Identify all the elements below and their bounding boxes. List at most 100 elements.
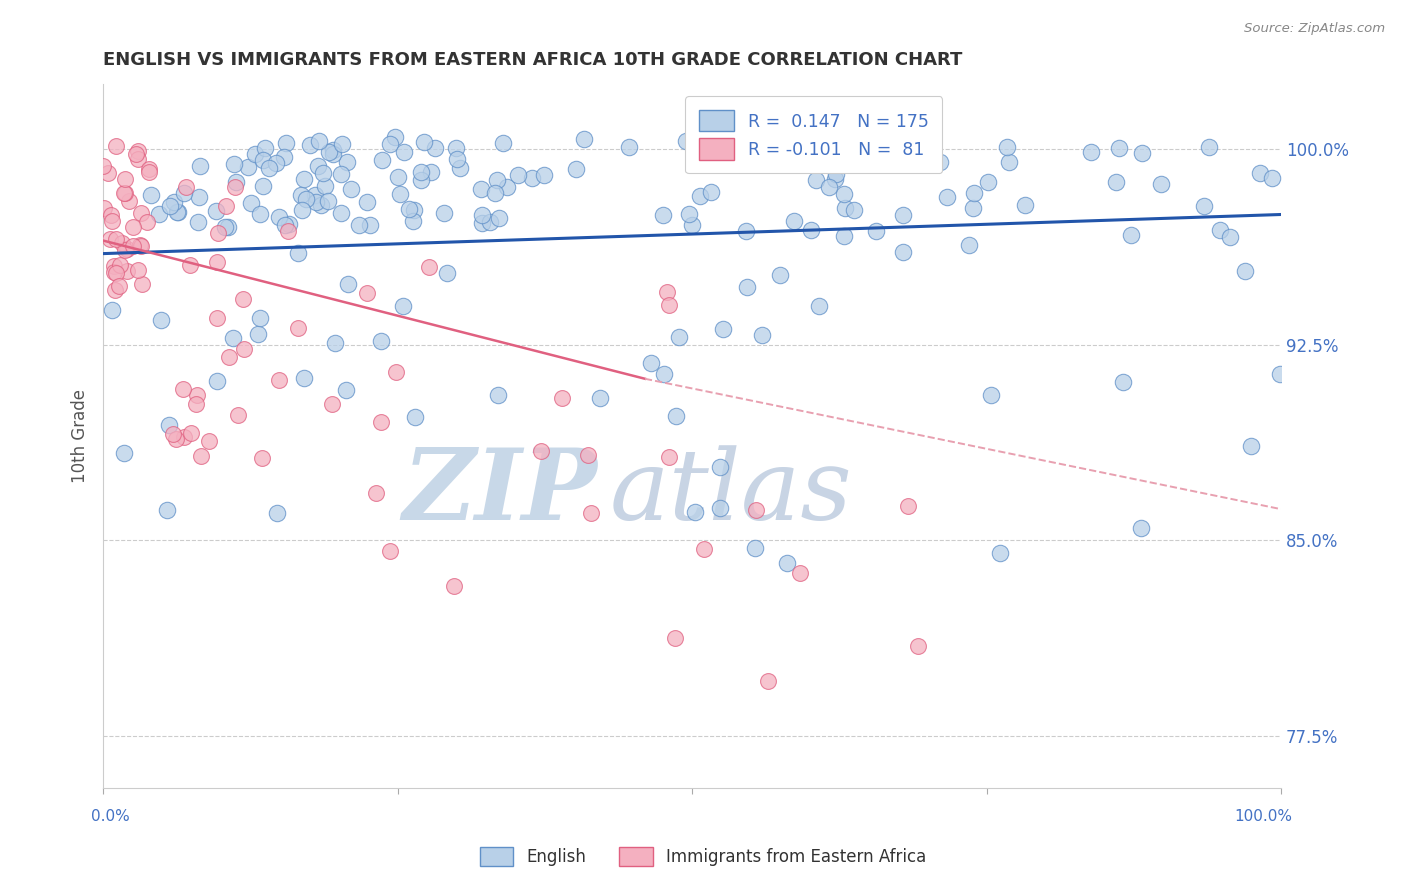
- Point: [391, 299, 413, 313]
- Point: [530, 444, 553, 458]
- Point: [129, 206, 152, 220]
- Legend: English, Immigrants from Eastern Africa: English, Immigrants from Eastern Africa: [471, 838, 935, 875]
- Point: [751, 328, 773, 343]
- Point: [990, 546, 1012, 560]
- Point: [112, 446, 135, 460]
- Point: [318, 145, 340, 159]
- Point: [267, 372, 290, 386]
- Point: [891, 208, 914, 222]
- Point: [276, 136, 298, 150]
- Point: [114, 172, 136, 186]
- Point: [173, 430, 195, 444]
- Point: [1219, 230, 1241, 244]
- Point: [804, 173, 827, 187]
- Point: [572, 132, 595, 146]
- Point: [214, 219, 236, 234]
- Point: [273, 150, 295, 164]
- Point: [226, 408, 249, 422]
- Text: atlas: atlas: [610, 445, 852, 540]
- Point: [398, 202, 420, 216]
- Point: [269, 210, 291, 224]
- Point: [1233, 264, 1256, 278]
- Point: [533, 168, 555, 182]
- Point: [446, 152, 468, 166]
- Point: [238, 160, 260, 174]
- Point: [252, 153, 274, 167]
- Point: [188, 159, 211, 173]
- Point: [689, 189, 711, 203]
- Point: [995, 140, 1018, 154]
- Point: [138, 161, 160, 176]
- Point: [105, 266, 128, 280]
- Point: [114, 186, 136, 200]
- Point: [215, 199, 238, 213]
- Point: [565, 162, 588, 177]
- Point: [314, 178, 336, 193]
- Point: [325, 335, 347, 350]
- Point: [122, 239, 145, 253]
- Point: [745, 503, 768, 517]
- Point: [108, 258, 131, 272]
- Point: [370, 334, 392, 348]
- Point: [832, 229, 855, 244]
- Point: [207, 255, 229, 269]
- Point: [339, 181, 361, 195]
- Point: [1014, 198, 1036, 212]
- Point: [579, 506, 602, 520]
- Point: [380, 137, 402, 152]
- Point: [225, 175, 247, 189]
- Point: [322, 144, 344, 158]
- Point: [122, 219, 145, 234]
- Point: [149, 312, 172, 326]
- Point: [479, 215, 502, 229]
- Point: [655, 285, 678, 299]
- Point: [491, 136, 513, 151]
- Point: [249, 207, 271, 221]
- Point: [681, 219, 703, 233]
- Point: [335, 383, 357, 397]
- Point: [980, 388, 1002, 402]
- Point: [402, 214, 425, 228]
- Point: [250, 451, 273, 466]
- Point: [198, 434, 221, 448]
- Point: [336, 154, 359, 169]
- Point: [411, 165, 433, 179]
- Point: [105, 139, 128, 153]
- Point: [685, 505, 707, 519]
- Point: [807, 299, 830, 313]
- Point: [104, 283, 127, 297]
- Point: [404, 202, 426, 217]
- Point: [668, 330, 690, 344]
- Point: [394, 145, 416, 159]
- Point: [387, 170, 409, 185]
- Legend: R =  0.147   N = 175, R = -0.101   N =  81: R = 0.147 N = 175, R = -0.101 N = 81: [685, 96, 942, 173]
- Point: [720, 130, 742, 145]
- Point: [174, 179, 197, 194]
- Point: [907, 640, 929, 654]
- Point: [443, 579, 465, 593]
- Point: [186, 388, 208, 402]
- Point: [370, 415, 392, 429]
- Point: [1080, 145, 1102, 160]
- Point: [709, 501, 731, 516]
- Point: [162, 427, 184, 442]
- Point: [1119, 227, 1142, 242]
- Point: [127, 262, 149, 277]
- Point: [364, 486, 387, 500]
- Point: [735, 280, 758, 294]
- Point: [100, 208, 122, 222]
- Point: [184, 396, 207, 410]
- Point: [891, 245, 914, 260]
- Point: [127, 145, 149, 159]
- Point: [824, 171, 846, 186]
- Point: [449, 161, 471, 176]
- Point: [207, 226, 229, 240]
- Point: [1192, 199, 1215, 213]
- Point: [112, 186, 135, 200]
- Point: [378, 544, 401, 558]
- Point: [100, 213, 122, 227]
- Point: [589, 391, 612, 405]
- Point: [776, 557, 799, 571]
- Point: [834, 202, 856, 216]
- Point: [664, 632, 686, 646]
